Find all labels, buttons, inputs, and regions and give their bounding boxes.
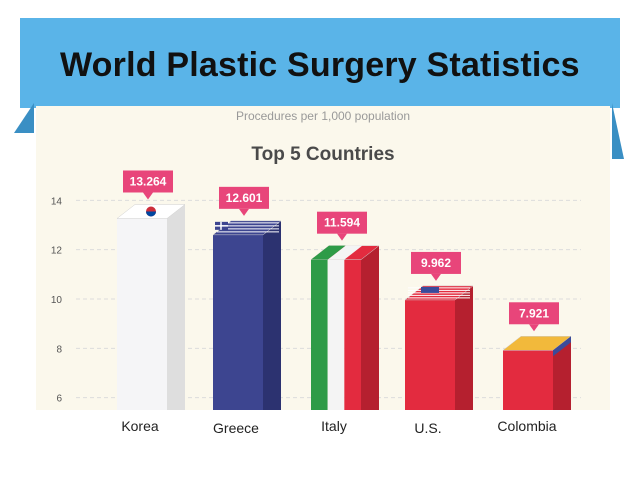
- bar-italy: [310, 245, 380, 410]
- bar-front-white: [327, 259, 345, 410]
- bar-korea: [116, 204, 186, 410]
- bar-front: [503, 350, 553, 410]
- bar-front: [117, 218, 167, 410]
- bar-colombia: [502, 336, 572, 410]
- bar-side: [263, 220, 281, 410]
- bar-side: [455, 285, 473, 410]
- bar-side: [361, 245, 379, 410]
- bar-greece: [212, 220, 282, 410]
- category-label-us: U.S.: [414, 420, 442, 436]
- value-label: 11.594: [324, 216, 360, 230]
- bar-front: [213, 234, 263, 410]
- colombia-flag-blue: [553, 336, 571, 357]
- value-callout-box: [123, 170, 173, 193]
- slide-title: World Plastic Surgery Statistics: [60, 46, 580, 84]
- italy-flag-top-white: [327, 245, 363, 260]
- value-callout: 9.962: [411, 251, 461, 281]
- value-callout-box: [219, 186, 269, 209]
- value-label: 12.601: [226, 191, 263, 205]
- y-tick-label: 14: [51, 196, 63, 207]
- bar-front: [405, 299, 455, 410]
- chart-panel: Procedures per 1,000 population Top 5 Co…: [36, 106, 610, 410]
- value-callout-pointer: [431, 273, 441, 281]
- value-label: 13.264: [130, 174, 167, 188]
- category-label-colombia: Colombia: [497, 418, 557, 434]
- value-label: 7.921: [519, 306, 549, 320]
- value-callout: 7.921: [509, 302, 559, 332]
- chart-title: Top 5 Countries: [251, 144, 394, 165]
- y-tick-label: 6: [56, 394, 62, 405]
- y-tick-label: 12: [51, 246, 63, 257]
- chart-subtitle: Procedures per 1,000 population: [236, 109, 410, 123]
- category-label-italy: Italy: [321, 418, 347, 434]
- banner-fold-left: [14, 103, 34, 133]
- us-flag-canton: [421, 286, 439, 293]
- bar-side: [553, 336, 571, 410]
- category-label-korea: Korea: [121, 418, 159, 434]
- value-callout-pointer: [529, 324, 539, 332]
- italy-flag-top-green: [311, 245, 346, 260]
- banner-fold-right: [612, 103, 624, 159]
- y-tick-label: 8: [56, 344, 62, 355]
- value-callout-pointer: [143, 192, 153, 200]
- value-callout-pointer: [337, 233, 347, 241]
- value-callout: 11.594: [317, 211, 367, 241]
- value-callout-pointer: [239, 208, 249, 216]
- value-callout-box: [411, 251, 461, 274]
- bar-top: [502, 336, 572, 351]
- value-callout-box: [509, 302, 559, 325]
- bar-front-red: [344, 259, 361, 410]
- bar-chart: Procedures per 1,000 population Top 5 Co…: [51, 109, 581, 410]
- value-callout: 13.264: [123, 170, 173, 200]
- bar-side: [167, 204, 185, 410]
- korea-flag-icon-half: [146, 211, 156, 217]
- bar-us: [404, 285, 474, 410]
- value-callout-box: [317, 211, 367, 234]
- category-label-greece: Greece: [213, 420, 259, 436]
- y-tick-label: 10: [51, 295, 63, 306]
- value-label: 9.962: [421, 256, 451, 270]
- bar-front-green: [311, 259, 328, 410]
- title-banner: [20, 18, 620, 108]
- value-callout: 12.601: [219, 186, 269, 216]
